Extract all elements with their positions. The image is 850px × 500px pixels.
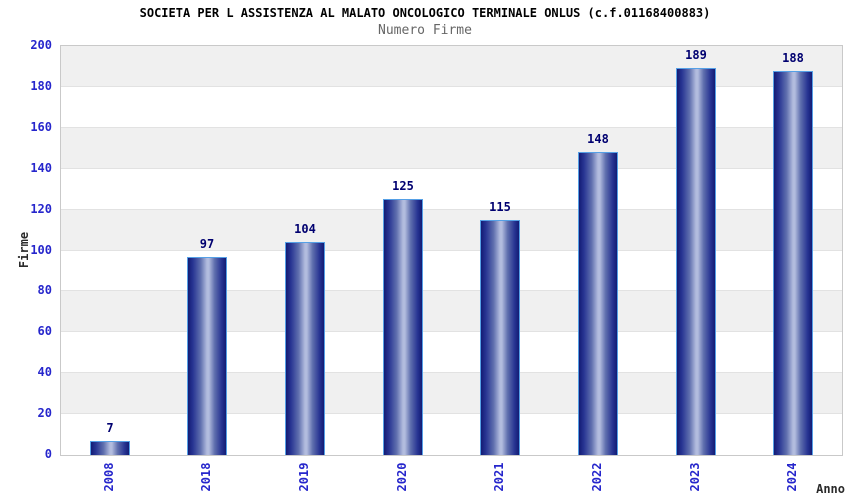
plot-band xyxy=(61,332,842,373)
gridline xyxy=(61,208,842,210)
chart-subtitle: Numero Firme xyxy=(378,23,472,38)
y-tick-label: 0 xyxy=(44,447,52,461)
plot-band xyxy=(61,414,842,455)
plot-band xyxy=(61,251,842,292)
bar-value-label: 104 xyxy=(294,222,316,236)
y-tick-label: 20 xyxy=(37,406,52,421)
y-tick-label: 40 xyxy=(37,365,52,380)
x-axis-title: Anno xyxy=(816,482,845,496)
plot-band xyxy=(61,169,842,210)
gridline xyxy=(61,413,842,415)
y-tick-label: 180 xyxy=(30,78,52,93)
bar-value-label: 189 xyxy=(685,48,707,62)
gridline xyxy=(61,167,842,169)
x-tick-label: 2023 xyxy=(688,462,702,492)
plot-band xyxy=(61,373,842,415)
bar-2019 xyxy=(285,242,325,455)
bar-2020 xyxy=(383,199,423,455)
gridline xyxy=(61,290,842,292)
bar-2022 xyxy=(578,152,618,455)
bar-2024 xyxy=(773,71,813,455)
x-tick-label: 2019 xyxy=(297,462,311,492)
plot-band xyxy=(61,87,842,128)
gridline xyxy=(61,85,842,87)
plot-band xyxy=(61,127,842,169)
bar-value-label: 7 xyxy=(106,421,114,435)
y-tick-label: 120 xyxy=(30,201,52,216)
gridline xyxy=(61,331,842,333)
gridline xyxy=(61,126,842,128)
bar-2008 xyxy=(90,441,130,455)
y-tick-label: 160 xyxy=(30,119,52,134)
gridline xyxy=(61,372,842,374)
y-tick-label: 60 xyxy=(37,324,52,339)
plot-area: 7 97 104 125 115 148 189 188 xyxy=(60,45,843,456)
bar-2018 xyxy=(187,257,227,455)
y-axis-title: Firme xyxy=(17,231,31,269)
y-tick-label: 80 xyxy=(37,283,52,298)
bar-value-label: 97 xyxy=(199,237,215,251)
gridline xyxy=(61,249,842,251)
x-tick-label: 2022 xyxy=(590,462,604,492)
x-tick-label: 2018 xyxy=(199,462,213,492)
plot-band xyxy=(61,291,842,333)
bar-2021 xyxy=(480,220,520,455)
bar-value-label: 125 xyxy=(392,179,414,193)
bar-2023 xyxy=(676,68,716,455)
bar-value-label: 115 xyxy=(489,200,511,214)
chart-title: SOCIETA PER L ASSISTENZA AL MALATO ONCOL… xyxy=(139,6,711,20)
y-tick-label: 100 xyxy=(30,242,52,257)
y-tick-label: 200 xyxy=(30,38,52,52)
x-tick-label: 2008 xyxy=(102,462,116,492)
bar-value-label: 148 xyxy=(587,132,609,146)
bar-value-label: 188 xyxy=(782,51,804,65)
y-tick-label: 140 xyxy=(30,160,52,175)
x-tick-label: 2021 xyxy=(492,462,506,492)
x-tick-label: 2020 xyxy=(395,462,409,492)
